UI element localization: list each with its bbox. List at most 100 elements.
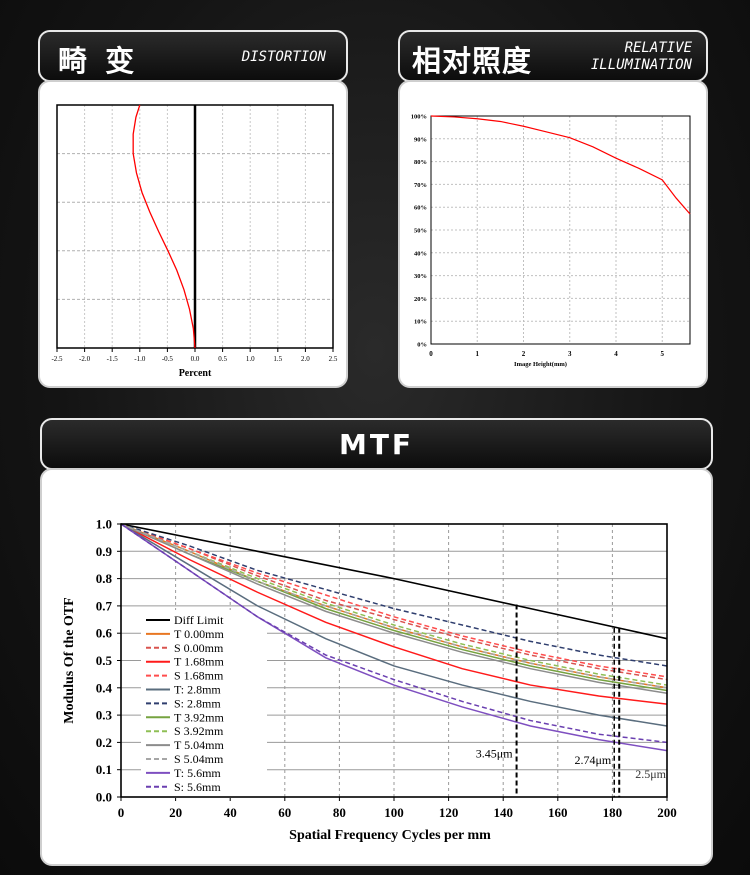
illumination-y-tick-label: 60% [414, 205, 427, 212]
mtf-y-tick-label: 0.1 [96, 762, 112, 777]
illumination-x-axis-label: Image Height(mm) [514, 361, 567, 368]
distortion-x-tick-label: -1.5 [107, 355, 119, 363]
mtf-y-tick-label: 0.0 [96, 790, 112, 805]
mtf-curve [120, 523, 668, 689]
illumination-panel: 0% 10% 20% 30% 40% 50% 60% 70% 80% 90% 100% 0 1 2 3 4 5 I… [398, 80, 708, 388]
illumination-chart: 0% 10% 20% 30% 40% 50% 60% 70% 80% 90% 100% 0 1 2 3 4 5 I… [411, 114, 691, 368]
distortion-title-en: DISTORTION [241, 49, 326, 65]
distortion-x-axis-label: Percent [179, 368, 212, 379]
illumination-x-tick-label: 2 [522, 350, 526, 358]
illumination-y-tick-label: 30% [414, 273, 427, 280]
mtf-legend-label: T 5.04mm [174, 738, 224, 752]
distortion-x-tick-label: 0.0 [191, 355, 200, 363]
illumination-y-tick-label: 10% [414, 319, 427, 326]
illumination-x-tick-label: 1 [476, 350, 480, 358]
distortion-x-tick-label: -0.5 [162, 355, 174, 363]
mtf-legend-label: S 0.00mm [174, 641, 224, 655]
illumination-header: 相对照度 RELATIVE ILLUMINATION [398, 30, 708, 82]
illumination-y-tick-label: 50% [414, 228, 427, 235]
distortion-chart: -2.5 -2.0 -1.5 -1.0 -0.5 0.0 0.5 1.0 1.5 2.0 2.5 Pe… [51, 104, 338, 379]
distortion-header: 畸 变 DISTORTION [38, 30, 348, 82]
mtf-annotation: 3.45μm [476, 746, 513, 760]
mtf-legend-label: S 1.68mm [174, 669, 224, 683]
mtf-curve [120, 523, 668, 667]
illumination-y-tick-label: 0% [417, 342, 427, 349]
mtf-curve [120, 523, 668, 705]
illumination-y-tick-label: 80% [414, 159, 427, 166]
illumination-x-tick-label: 4 [614, 350, 618, 358]
mtf-curve [120, 523, 668, 744]
mtf-y-tick-label: 0.7 [96, 598, 113, 613]
mtf-legend-label: T 0.00mm [174, 627, 224, 641]
mtf-x-tick-label: 60 [278, 805, 291, 820]
mtf-annotation: 2.74μm [574, 753, 611, 767]
mtf-x-tick-label: 80 [333, 805, 346, 820]
distortion-x-tick-label: 2.5 [329, 355, 338, 363]
mtf-y-tick-label: 0.9 [96, 544, 113, 559]
mtf-legend-label: T 3.92mm [174, 710, 224, 724]
mtf-x-tick-label: 140 [493, 805, 513, 820]
mtf-curve [120, 523, 668, 678]
illumination-title-en-line1: RELATIVE [624, 40, 692, 56]
mtf-legend-label: S: 2.8mm [174, 696, 221, 710]
illumination-title-cn: 相对照度 [412, 44, 533, 78]
distortion-panel: -2.5 -2.0 -1.5 -1.0 -0.5 0.0 0.5 1.0 1.5 2.0 2.5 Pe… [38, 80, 348, 388]
mtf-panel: 0 20 40 60 80 100 120 140 160 180 200 0.0 0.1 0.2 0.3 0… [40, 468, 713, 866]
mtf-curve [120, 523, 668, 686]
mtf-legend-label: S: 5.6mm [174, 780, 221, 794]
mtf-y-tick-label: 0.5 [96, 653, 113, 668]
mtf-x-tick-label: 0 [118, 805, 125, 820]
mtf-x-tick-label: 160 [548, 805, 568, 820]
illumination-curve [430, 115, 691, 215]
mtf-title: MTF [338, 428, 415, 461]
mtf-x-axis-label: Spatial Frequency Cycles per mm [289, 828, 491, 843]
mtf-y-tick-label: 1.0 [96, 517, 112, 532]
mtf-plot-frame [120, 523, 668, 798]
mtf-y-tick-label: 0.6 [96, 626, 113, 641]
distortion-x-tick-label: 1.5 [273, 355, 282, 363]
mtf-chart: 0 20 40 60 80 100 120 140 160 180 200 0.0 0.1 0.2 0.3 0… [62, 517, 677, 844]
distortion-x-tick-label: -2.5 [51, 355, 63, 363]
mtf-curve [120, 523, 668, 681]
mtf-x-tick-label: 180 [603, 805, 623, 820]
mtf-y-tick-label: 0.4 [96, 680, 113, 695]
distortion-curve [132, 104, 196, 349]
illumination-y-tick-label: 20% [414, 296, 427, 303]
illumination-x-tick-label: 5 [661, 350, 665, 358]
distortion-x-tick-label: 0.5 [218, 355, 227, 363]
mtf-y-axis-label: Modulus Of the OTF [62, 597, 77, 723]
mtf-header: MTF [40, 418, 713, 470]
mtf-annotation: 2.5μm [635, 767, 666, 781]
mtf-curve [120, 523, 668, 692]
illumination-plot-frame [430, 115, 691, 345]
mtf-x-tick-label: 20 [169, 805, 182, 820]
illumination-y-tick-label: 90% [414, 136, 427, 143]
distortion-x-tick-label: -2.0 [79, 355, 91, 363]
mtf-legend-label: Diff Limit [174, 613, 224, 627]
illumination-title-en: RELATIVE ILLUMINATION [591, 40, 692, 74]
mtf-x-tick-label: 100 [384, 805, 404, 820]
mtf-curve [120, 523, 668, 695]
distortion-x-tick-label: -1.0 [134, 355, 146, 363]
mtf-legend-label: T: 2.8mm [174, 683, 221, 697]
illumination-x-tick-label: 3 [568, 350, 572, 358]
illumination-x-tick-label: 0 [429, 350, 433, 358]
mtf-legend-label: T: 5.6mm [174, 766, 221, 780]
illumination-y-tick-label: 100% [411, 114, 427, 121]
mtf-x-tick-label: 200 [657, 805, 677, 820]
mtf-curve [120, 523, 668, 640]
distortion-x-tick-label: 1.0 [246, 355, 255, 363]
mtf-legend-label: S 5.04mm [174, 752, 224, 766]
mtf-x-tick-label: 120 [439, 805, 459, 820]
mtf-curve [120, 523, 668, 727]
mtf-legend-label: S 3.92mm [174, 724, 224, 738]
illumination-y-tick-label: 40% [414, 250, 427, 257]
mtf-y-tick-label: 0.3 [96, 708, 113, 723]
illumination-title-en-line2: ILLUMINATION [590, 57, 692, 73]
mtf-y-tick-label: 0.8 [96, 571, 113, 586]
distortion-x-tick-label: 2.0 [301, 355, 310, 363]
mtf-y-tick-label: 0.2 [96, 735, 112, 750]
mtf-x-tick-label: 40 [224, 805, 237, 820]
mtf-legend-label: T 1.68mm [174, 655, 224, 669]
mtf-curve [120, 523, 668, 752]
